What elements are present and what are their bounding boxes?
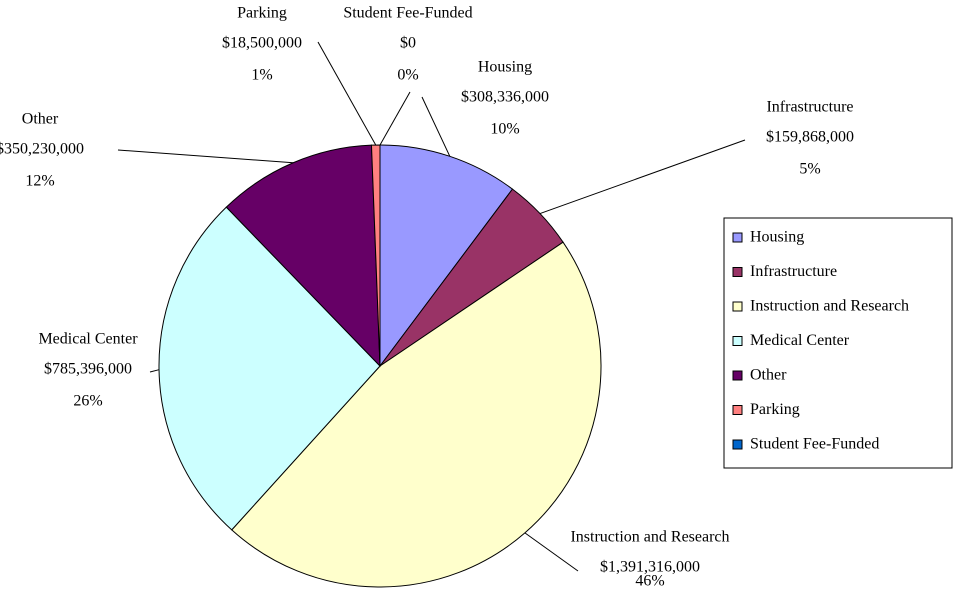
slice-value-label: $0 [400,35,416,52]
legend-label: Student Fee-Funded [750,436,879,453]
slice-percent-label: 46% [635,573,664,589]
legend-swatch [732,439,743,450]
leader-line [117,149,294,164]
slice-value-label: $350,230,000 [0,141,84,158]
legend-swatch [732,232,743,243]
slice-percent-label: 5% [799,161,820,178]
slice-label: Medical Center [38,331,138,348]
slice-percent-label: 12% [25,173,54,190]
legend-swatch [732,405,743,415]
legend-swatch [732,301,743,312]
slice-label: Student Fee-Funded [343,5,472,22]
slice-value-label: $18,500,000 [222,35,302,52]
slice-label: Parking [237,5,287,22]
slice-percent-label: 0% [397,67,418,84]
leader-line [421,96,451,157]
slice-label: Instruction and Research [570,529,729,546]
leader-line [149,369,160,373]
legend-label: Instruction and Research [750,298,909,315]
slice-percent-label: 10% [490,121,519,138]
legend-swatch [732,370,743,381]
leader-line [317,41,377,146]
legend-box [723,217,953,469]
leader-line [524,532,579,572]
legend-swatch [732,336,743,346]
slice-label: Housing [478,59,532,76]
pie-slice [231,241,602,588]
slice-label: Other [22,111,59,128]
slice-percent-label: 1% [251,67,272,84]
legend-swatch [732,267,743,277]
slice-percent-label: 26% [73,393,102,410]
slice-value-label: $1,391,316,000 [600,559,700,576]
legend-label: Infrastructure [750,263,837,280]
slice-label: Infrastructure [766,99,853,116]
leader-line [539,139,746,215]
legend-label: Parking [750,401,800,418]
slice-value-label: $159,868,000 [766,129,854,146]
legend-label: Housing [750,229,804,246]
slice-value-label: $308,336,000 [461,89,549,106]
slice-value-label: $785,396,000 [44,361,132,378]
legend-label: Other [750,367,787,384]
legend-label: Medical Center [750,332,850,349]
leader-line [379,91,411,146]
